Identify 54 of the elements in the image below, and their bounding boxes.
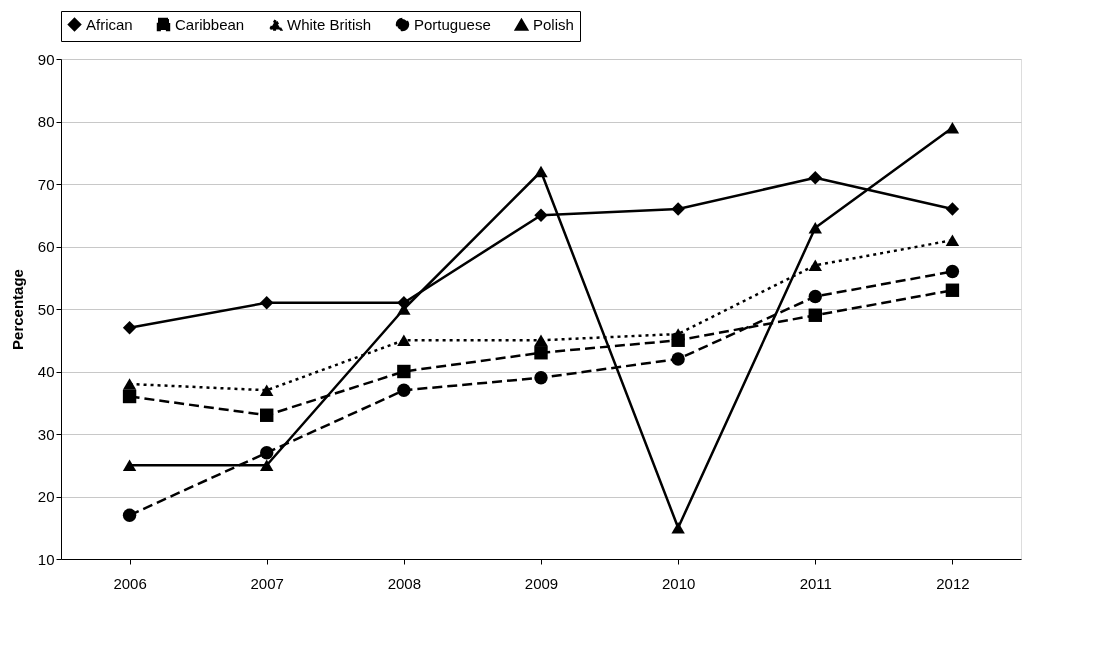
point: [534, 208, 548, 222]
y-tick-label: 30: [37, 425, 55, 443]
point: [808, 221, 822, 234]
point: [260, 459, 274, 472]
y-tick-label: 40: [37, 363, 55, 380]
point: [534, 371, 548, 385]
point: [808, 259, 822, 272]
y-axis-title: Percentage: [8, 269, 26, 350]
point: [122, 389, 137, 404]
point: [945, 283, 960, 297]
x-tick-label: 2011: [799, 574, 832, 592]
point: [122, 508, 137, 522]
y-tick-label: 10: [37, 550, 55, 568]
point: [534, 346, 548, 360]
point: [671, 202, 685, 216]
point: [397, 383, 411, 397]
point: [808, 171, 822, 185]
point: [945, 264, 960, 279]
point: [671, 328, 685, 340]
legend-label: Caribbean: [175, 15, 245, 33]
point: [534, 165, 548, 178]
legend-label: African: [86, 15, 133, 33]
point: [945, 202, 960, 216]
y-tick-label: 80: [37, 113, 55, 130]
y-tick-label: 50: [37, 300, 55, 318]
point: [671, 521, 685, 534]
y-tick-label: 70: [37, 175, 55, 193]
point: [122, 321, 137, 335]
point: [260, 446, 274, 460]
y-tick-label: 20: [37, 488, 55, 505]
y-tick-label: 60: [37, 238, 55, 255]
point: [397, 364, 411, 379]
legend-label: White British: [287, 15, 372, 33]
point: [808, 308, 822, 322]
point: [945, 121, 960, 134]
x-tick-label: 2009: [524, 574, 559, 592]
y-tick-label: 90: [37, 50, 55, 68]
x-tick-label: 2007: [250, 574, 284, 592]
point: [260, 296, 274, 310]
point: [397, 334, 411, 347]
point: [534, 334, 548, 347]
x-tick-label: 2012: [936, 574, 970, 592]
point: [260, 384, 274, 397]
x-tick-label: 2006: [113, 574, 147, 592]
legend-label: Portuguese: [414, 15, 491, 33]
x-tick-label: 2008: [387, 574, 422, 592]
point: [260, 408, 274, 422]
legend-label: Polish: [533, 15, 574, 33]
point: [808, 289, 822, 304]
point: [945, 234, 960, 247]
point: [122, 459, 137, 472]
point: [671, 352, 685, 366]
point: [122, 378, 137, 390]
x-tick-label: 2010: [661, 574, 696, 592]
